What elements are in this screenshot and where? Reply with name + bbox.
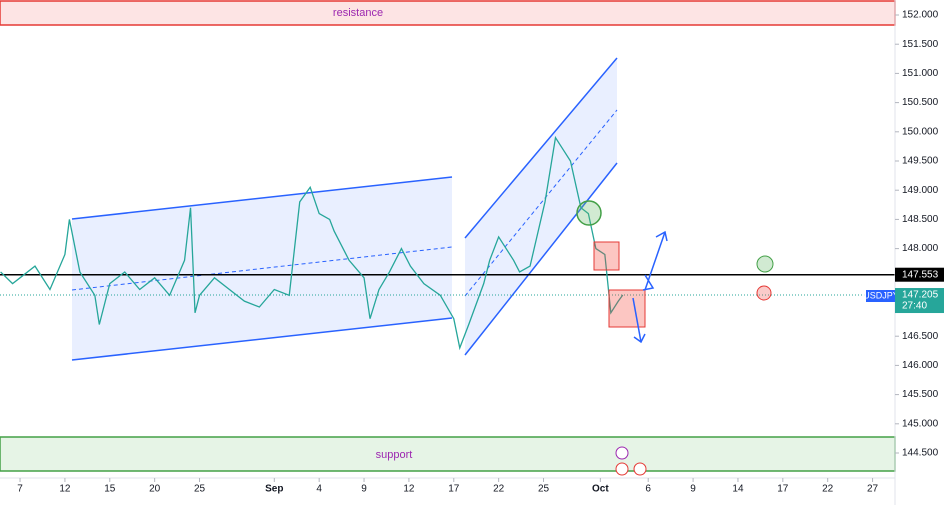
level-label: 147.553 [902, 269, 939, 280]
y-tick-label: 152.000 [902, 10, 939, 21]
resistance-zone [0, 0, 896, 26]
y-tick-label: 150.000 [902, 126, 939, 137]
x-tick-label: 22 [822, 484, 834, 495]
countdown: 27:40 [902, 301, 927, 312]
marker [576, 200, 602, 226]
plot [0, 135, 895, 351]
x-tick-label: 15 [104, 484, 116, 495]
x-tick-label: 20 [149, 484, 161, 495]
channel-mid [71, 246, 453, 291]
x-tick-label: 25 [194, 484, 206, 495]
x-tick-label: 27 [867, 484, 879, 495]
arrows [632, 230, 668, 344]
channel-mid [464, 109, 618, 297]
y-tick-label: 148.000 [902, 243, 939, 254]
marker [756, 255, 774, 273]
x-tick-label: 6 [645, 484, 651, 495]
x-tick-label: 17 [448, 484, 460, 495]
channel-line [464, 162, 618, 356]
y-tick-label: 148.500 [902, 214, 939, 225]
x-tick-label: 14 [732, 484, 744, 495]
x-tick-label: 25 [538, 484, 550, 495]
symbol-tag [866, 290, 896, 302]
y-tick-label: 149.500 [902, 156, 939, 167]
marker [756, 285, 772, 301]
event-icon[interactable] [615, 462, 629, 476]
event-icon[interactable] [615, 446, 629, 460]
x-tick-label: 12 [59, 484, 71, 495]
price-line [0, 135, 624, 351]
y-tick-label: 146.500 [902, 331, 939, 342]
y-tick-label: 145.000 [902, 418, 939, 429]
channel-line [71, 176, 453, 220]
symbol: USDJPY [863, 290, 899, 300]
box [593, 241, 620, 271]
x-tick-label: 9 [690, 484, 696, 495]
y-tick-label: 146.000 [902, 360, 939, 371]
y-tick-label: 151.000 [902, 68, 939, 79]
x-tick-label: Sep [265, 484, 283, 495]
level-tag [895, 267, 944, 282]
x-tick-label: 9 [361, 484, 367, 495]
y-tick-label: 144.500 [902, 448, 939, 459]
resistance-label: resistance [333, 7, 383, 19]
channel [465, 58, 617, 355]
support-label: support [376, 449, 413, 461]
x-tick-label: Oct [592, 484, 609, 495]
x-tick-label: 12 [403, 484, 415, 495]
y-tick-label: 151.500 [902, 39, 939, 50]
support-zone [0, 436, 896, 472]
box [608, 289, 646, 328]
channel-line [71, 317, 453, 361]
y-tick-label: 150.500 [902, 97, 939, 108]
last-price-label: 147.205 [902, 290, 939, 301]
event-icon[interactable] [633, 462, 647, 476]
channel-line [464, 57, 618, 239]
y-tick-label: 145.500 [902, 389, 939, 400]
last-price-tag [895, 288, 944, 314]
x-tick-label: 17 [777, 484, 789, 495]
y-tick-label: 149.000 [902, 185, 939, 196]
x-tick-label: 4 [316, 484, 322, 495]
x-tick-label: 7 [17, 484, 23, 495]
x-tick-label: 22 [493, 484, 505, 495]
